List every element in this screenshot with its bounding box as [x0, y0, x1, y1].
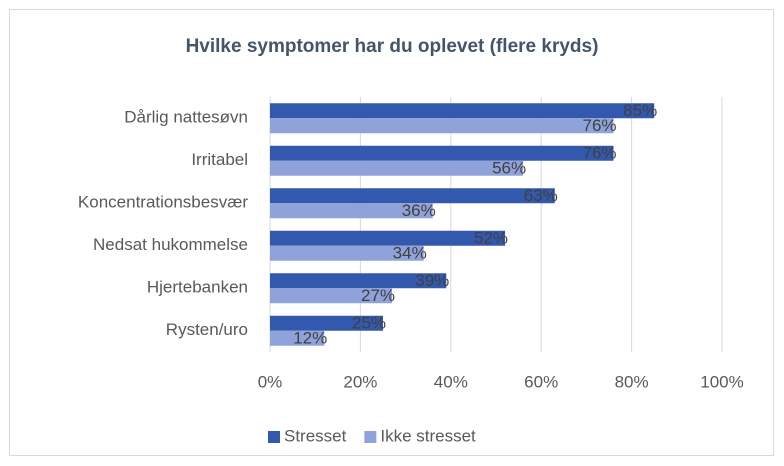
bar — [270, 330, 325, 346]
y-tick-label: Hjertebanken — [147, 278, 248, 297]
y-tick-label: Koncentrationsbesvær — [78, 193, 248, 212]
value-label: 36% — [402, 201, 436, 220]
x-tick-label: 80% — [615, 372, 649, 391]
value-label: 76% — [583, 144, 617, 163]
value-label: 27% — [361, 286, 395, 305]
value-label: 25% — [352, 314, 386, 333]
value-label: 52% — [474, 229, 508, 248]
bar — [270, 145, 614, 161]
bar — [270, 245, 424, 261]
value-label: 56% — [492, 159, 526, 178]
chart-title: Hvilke symptomer har du oplevet (flere k… — [186, 36, 599, 57]
x-tick-label: 0% — [258, 372, 283, 391]
y-tick-label: Nedsat hukommelse — [93, 235, 248, 254]
y-tick-label: Rysten/uro — [166, 320, 248, 339]
x-tick-label: 40% — [434, 372, 468, 391]
value-label: 39% — [415, 271, 449, 290]
value-label: 12% — [293, 329, 327, 348]
bar — [270, 230, 506, 246]
x-tick-label: 100% — [700, 372, 743, 391]
bar — [270, 203, 433, 219]
legend-swatch — [268, 431, 280, 443]
y-tick-label: Irritabel — [191, 150, 248, 169]
x-tick-label: 60% — [524, 372, 558, 391]
y-tick-label: Dårlig nattesøvn — [124, 108, 248, 127]
bar — [270, 315, 383, 331]
bar — [270, 273, 447, 289]
bar — [270, 188, 555, 204]
value-label: 76% — [583, 116, 617, 135]
bar — [270, 288, 393, 304]
value-label: 63% — [524, 186, 558, 205]
bar — [270, 103, 655, 119]
value-label: 34% — [393, 244, 427, 263]
bar — [270, 160, 524, 176]
value-label: 85% — [623, 101, 657, 120]
x-tick-label: 20% — [343, 372, 377, 391]
legend-label: Ikke stresset — [380, 426, 476, 445]
bar — [270, 118, 614, 134]
legend-swatch — [364, 431, 377, 443]
legend-label: Stresset — [284, 426, 347, 445]
